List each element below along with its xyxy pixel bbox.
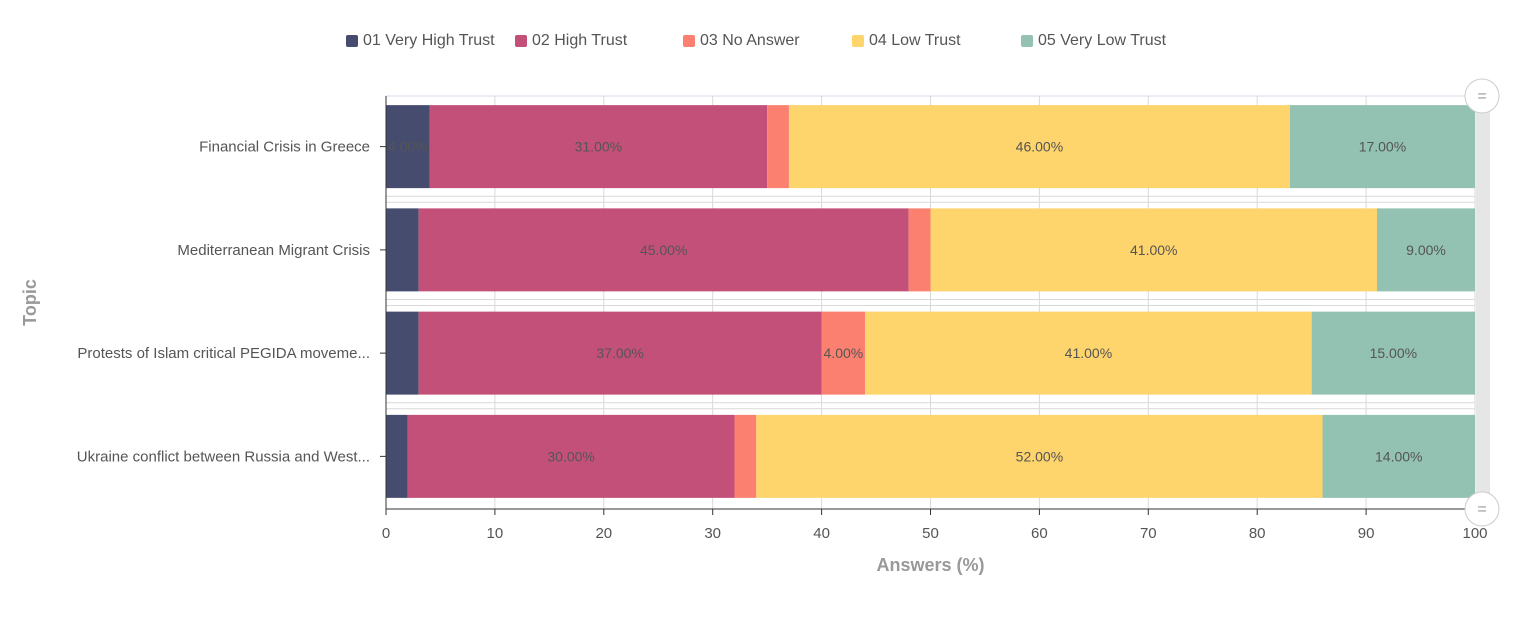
x-tick-label-8: 80: [1249, 525, 1266, 542]
x-tick-label-4: 40: [813, 525, 830, 542]
data-label-0-1: 31.00%: [575, 139, 622, 155]
x-tick-label-10: 100: [1462, 525, 1487, 542]
legend-item-2[interactable]: 03 No Answer: [683, 30, 800, 52]
data-label-3-3: 52.00%: [1016, 448, 1063, 464]
x-tick-label-0: 0: [382, 525, 390, 542]
bar-0-0[interactable]: [386, 105, 430, 189]
data-label-2-2: 4.00%: [824, 345, 864, 361]
y-tick-label-1: Mediterranean Migrant Crisis: [177, 242, 370, 259]
data-label-0-0: 4.00%: [388, 139, 428, 155]
legend-label-2: 03 No Answer: [700, 32, 800, 49]
x-tick-label-6: 60: [1031, 525, 1048, 542]
bar-2-3[interactable]: [865, 311, 1312, 395]
chart-legend: 01 Very High Trust 02 High Trust 03 No Ans…: [0, 30, 1526, 54]
legend-item-3[interactable]: 04 Low Trust: [852, 30, 961, 52]
x-tick-label-5: 50: [922, 525, 939, 542]
y-tick-label-0: Financial Crisis in Greece: [199, 139, 370, 156]
legend-label-3: 04 Low Trust: [869, 32, 961, 49]
y-axis-title: Topic: [20, 279, 40, 326]
data-label-0-4: 17.00%: [1359, 139, 1406, 155]
data-label-3-1: 30.00%: [547, 448, 594, 464]
bar-1-1[interactable]: [418, 208, 909, 292]
bar-2-1[interactable]: [418, 311, 822, 395]
data-label-1-4: 9.00%: [1406, 242, 1446, 258]
data-label-0-3: 46.00%: [1016, 139, 1063, 155]
bar-3-3[interactable]: [756, 414, 1323, 498]
data-label-1-1: 45.00%: [640, 242, 687, 258]
legend-item-1[interactable]: 02 High Trust: [515, 30, 627, 52]
legend-item-0[interactable]: 01 Very High Trust: [346, 30, 495, 52]
handle-grip-icon-top: =: [1477, 88, 1486, 105]
data-label-2-1: 37.00%: [596, 345, 643, 361]
zoom-handle-bottom[interactable]: [1464, 491, 1500, 527]
bar-1-3[interactable]: [930, 208, 1377, 292]
y-tick-label-3: Ukraine conflict between Russia and West…: [77, 448, 370, 465]
bar-3-1[interactable]: [407, 414, 735, 498]
bar-0-3[interactable]: [788, 105, 1290, 189]
data-label-2-4: 15.00%: [1370, 345, 1417, 361]
bar-1-4[interactable]: [1376, 208, 1475, 292]
legend-swatch-1: [515, 35, 527, 47]
legend-swatch-0: [346, 35, 358, 47]
legend-swatch-2: [683, 35, 695, 47]
bar-2-2[interactable]: [821, 311, 866, 395]
legend-swatch-4: [1021, 35, 1033, 47]
legend-label-4: 05 Very Low Trust: [1038, 32, 1167, 49]
bar-2-4[interactable]: [1311, 311, 1475, 395]
x-tick-label-3: 30: [704, 525, 721, 542]
data-label-1-3: 41.00%: [1130, 242, 1177, 258]
x-axis-title: Answers (%): [876, 555, 984, 575]
zoom-handle-top[interactable]: [1464, 78, 1500, 114]
bar-1-2[interactable]: [908, 208, 931, 292]
bar-0-4[interactable]: [1289, 105, 1475, 189]
zoom-slider-track[interactable]: [1476, 96, 1490, 509]
bar-3-4[interactable]: [1322, 414, 1475, 498]
data-label-3-4: 14.00%: [1375, 448, 1422, 464]
x-tick-label-9: 90: [1358, 525, 1375, 542]
bar-0-1[interactable]: [429, 105, 768, 189]
legend-item-4[interactable]: 05 Very Low Trust: [1021, 30, 1166, 52]
bar-2-0[interactable]: [386, 311, 419, 395]
x-tick-label-2: 20: [595, 525, 612, 542]
x-tick-label-1: 10: [487, 525, 504, 542]
handle-grip-icon-bottom: =: [1477, 501, 1486, 518]
bar-3-0[interactable]: [386, 414, 408, 498]
bar-1-0[interactable]: [386, 208, 419, 292]
bar-0-2[interactable]: [767, 105, 789, 189]
bar-3-2[interactable]: [734, 414, 757, 498]
x-tick-label-7: 70: [1140, 525, 1157, 542]
legend-swatch-3: [852, 35, 864, 47]
legend-label-0: 01 Very High Trust: [363, 32, 495, 49]
data-label-2-3: 41.00%: [1065, 345, 1112, 361]
legend-label-1: 02 High Trust: [532, 32, 628, 49]
y-tick-label-2: Protests of Islam critical PEGIDA moveme…: [77, 345, 370, 362]
